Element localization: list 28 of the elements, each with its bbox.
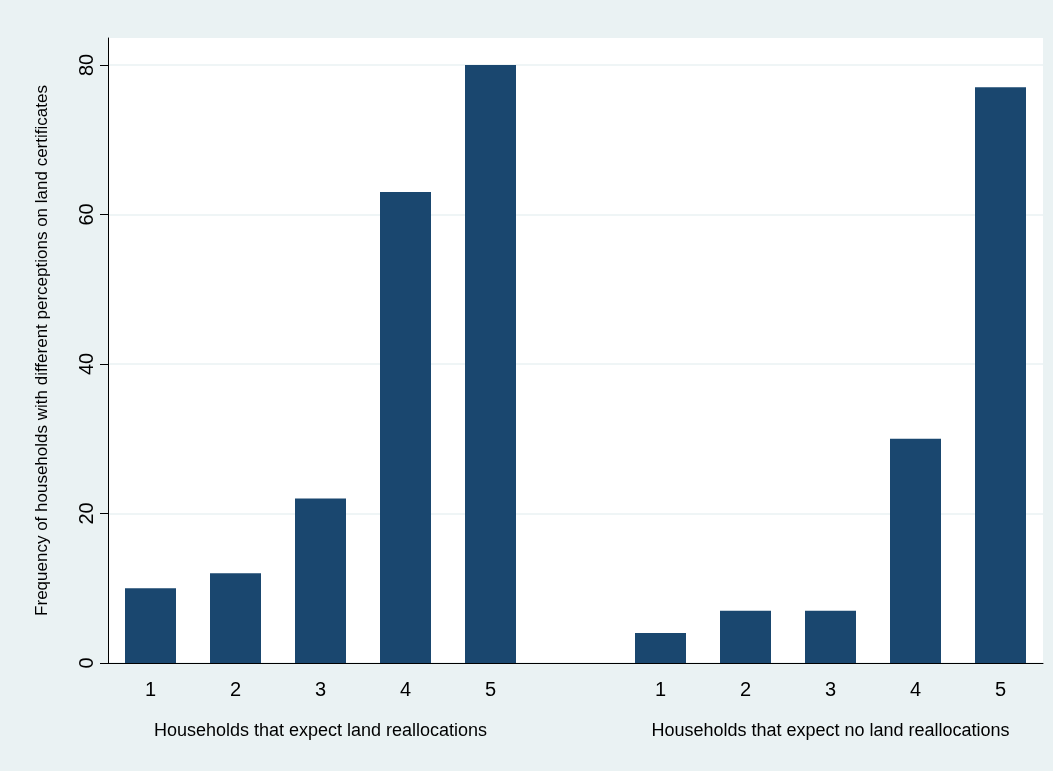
bar [890, 438, 941, 663]
y-tick-label: 0 [75, 657, 97, 669]
bar [720, 610, 771, 663]
y-tick-label: 60 [75, 203, 97, 226]
bar [380, 192, 431, 663]
x-tick-label: 3 [824, 678, 837, 700]
x-tick-label: 5 [994, 678, 1007, 700]
bar [295, 498, 346, 663]
x-tick-label: 4 [399, 678, 412, 700]
bar [465, 64, 516, 663]
text: Households that expect no land reallocations [651, 720, 1010, 740]
y-tick-label: 40 [75, 352, 97, 376]
x-tick-label: 5 [484, 678, 497, 700]
x-tick-label: 2 [229, 678, 242, 700]
x-tick-label: 4 [909, 678, 922, 700]
y-tick-label: 80 [75, 53, 97, 77]
y-axis-title: Frequency of households with different perceptions on land certificates [32, 85, 51, 616]
bar [975, 87, 1026, 663]
bar [805, 610, 856, 663]
text: Households that expect land reallocations [153, 720, 488, 740]
x-tick-label: 2 [739, 678, 752, 700]
x-tick-label: 1 [144, 678, 157, 700]
bar [210, 573, 261, 663]
bar [125, 588, 176, 663]
x-tick-label: 1 [654, 678, 667, 700]
y-tick-label: 20 [75, 502, 97, 525]
x-tick-label: 3 [314, 678, 327, 700]
bar [635, 633, 686, 663]
